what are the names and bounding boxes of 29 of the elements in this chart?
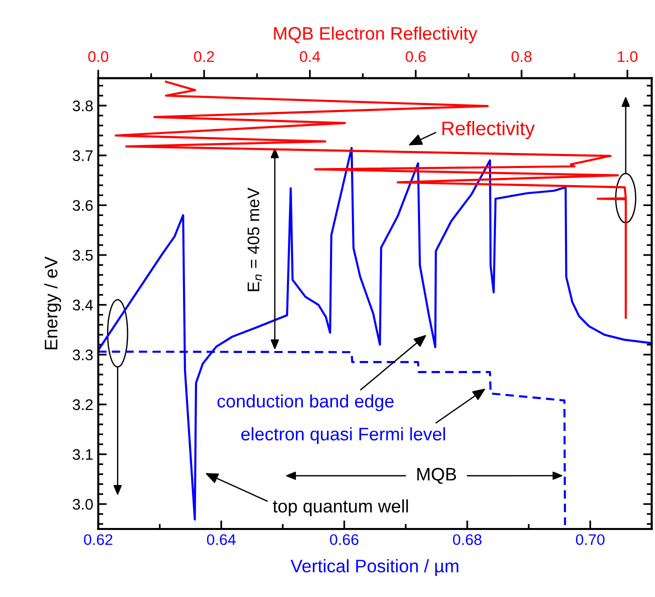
x-axis-title: Vertical Position / µm <box>290 559 458 576</box>
annotation: E$_{n}$ = 405 meV <box>248 188 262 292</box>
x2-axis-title: MQB Electron Reflectivity <box>274 26 478 44</box>
y-axis-title: Energy / eV <box>44 256 62 350</box>
x-tick-label: 0.70 <box>576 534 604 546</box>
x2-tick-label: 0.0 <box>88 51 108 62</box>
y-tick-label: 3.2 <box>72 399 93 410</box>
y-tick-label: 3.5 <box>72 250 93 261</box>
annotation: conduction band edge <box>217 394 394 412</box>
x2-tick-label: 0.2 <box>194 51 214 62</box>
x2-tick-label: 0.4 <box>300 51 320 62</box>
x-tick-label: 0.68 <box>452 534 482 546</box>
y-tick-label: 3.7 <box>72 150 93 162</box>
x-tick-label: 0.66 <box>330 534 358 546</box>
x2-tick-label: 1.0 <box>618 51 638 62</box>
y-tick-label: 3.1 <box>72 449 93 460</box>
y-tick-label: 3.0 <box>72 498 93 510</box>
y-tick-label: 3.3 <box>72 349 93 360</box>
x2-tick-label: 0.8 <box>512 51 532 62</box>
x2-tick-label: 0.6 <box>406 51 426 62</box>
annotation: MQB <box>417 468 456 484</box>
annotation: Reflectivity <box>442 120 535 140</box>
annotation: electron quasi Fermi level <box>241 427 446 444</box>
x-tick-label: 0.62 <box>84 534 112 546</box>
y-tick-label: 3.6 <box>72 200 93 211</box>
y-tick-label: 3.4 <box>72 300 93 311</box>
annotation: top quantum well <box>272 499 408 516</box>
x-tick-label: 0.64 <box>206 534 236 546</box>
y-tick-label: 3.8 <box>72 100 93 112</box>
